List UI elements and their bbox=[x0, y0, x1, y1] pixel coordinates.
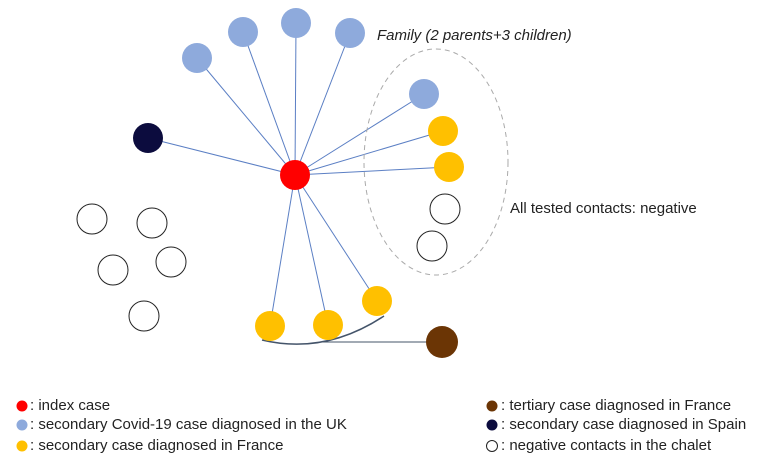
edge bbox=[269, 174, 296, 327]
negative-node bbox=[416, 230, 448, 262]
uk-node bbox=[182, 43, 212, 73]
nodes bbox=[76, 8, 464, 358]
edge bbox=[196, 57, 296, 176]
legend-swatch bbox=[16, 400, 28, 412]
legend-label: : secondary Covid-19 case diagnosed in t… bbox=[30, 416, 347, 433]
uk-node bbox=[228, 17, 258, 47]
legend-label: : secondary case diagnosed in Spain bbox=[501, 416, 746, 433]
negative-node bbox=[429, 193, 461, 225]
negative-node bbox=[155, 246, 187, 278]
group-ellipse bbox=[363, 48, 509, 276]
family-annotation: Family (2 parents+3 children) bbox=[377, 27, 572, 44]
legend-swatch bbox=[486, 419, 498, 431]
edge bbox=[294, 174, 378, 302]
legend-label: : tertiary case diagnosed in France bbox=[501, 397, 731, 414]
france-node bbox=[434, 152, 464, 182]
edge bbox=[294, 166, 450, 176]
legend-swatch bbox=[16, 440, 28, 452]
france-node bbox=[362, 286, 392, 316]
negative-node bbox=[136, 207, 168, 239]
france-node bbox=[255, 311, 285, 341]
index-node bbox=[280, 160, 310, 190]
uk-node bbox=[281, 8, 311, 38]
negative-node bbox=[128, 300, 160, 332]
edge bbox=[147, 137, 296, 176]
edge bbox=[294, 174, 329, 326]
legend: : index case : secondary Covid-19 case d… bbox=[16, 397, 746, 454]
edge bbox=[294, 22, 297, 176]
legend-swatch bbox=[16, 419, 28, 431]
negative-annotation: All tested contacts: negative bbox=[510, 200, 697, 217]
edge bbox=[242, 31, 296, 176]
legend-swatch bbox=[486, 440, 498, 452]
legend-swatch bbox=[486, 400, 498, 412]
negative-node bbox=[76, 203, 108, 235]
uk-node bbox=[335, 18, 365, 48]
legend-label: : negative contacts in the chalet bbox=[501, 437, 712, 454]
negative-node bbox=[97, 254, 129, 286]
uk-node bbox=[409, 79, 439, 109]
spain-node bbox=[133, 123, 163, 153]
legend-label: : index case bbox=[30, 397, 110, 414]
legend-label: : secondary case diagnosed in France bbox=[30, 437, 283, 454]
edge bbox=[294, 130, 444, 176]
edge bbox=[294, 32, 351, 176]
edges bbox=[147, 22, 450, 345]
france-node bbox=[313, 310, 343, 340]
france-node bbox=[428, 116, 458, 146]
tertiary-node bbox=[426, 326, 458, 358]
edge bbox=[294, 93, 425, 176]
